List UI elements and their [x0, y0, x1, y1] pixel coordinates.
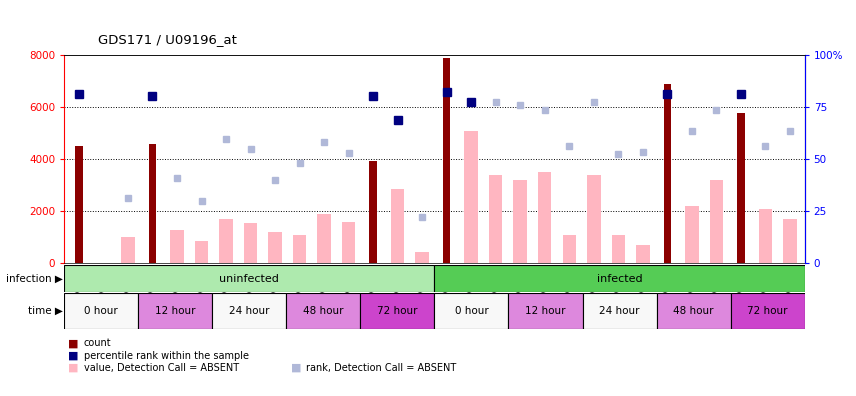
Bar [219, 219, 233, 263]
Bar [75, 147, 83, 263]
Text: value, Detection Call = ABSENT: value, Detection Call = ABSENT [84, 363, 239, 373]
Bar [636, 245, 650, 263]
Text: GDS171 / U09196_at: GDS171 / U09196_at [98, 32, 237, 46]
Bar [758, 209, 772, 263]
Bar [514, 180, 527, 263]
Text: infection ▶: infection ▶ [6, 274, 62, 284]
Bar [663, 84, 671, 263]
Bar [64, 293, 138, 329]
Bar [244, 223, 258, 263]
Bar [434, 293, 508, 329]
Bar [611, 235, 625, 263]
Bar [391, 189, 404, 263]
Bar [268, 232, 282, 263]
Bar [489, 175, 502, 263]
Bar [710, 180, 723, 263]
Bar [465, 131, 478, 263]
Bar [342, 222, 355, 263]
Bar [582, 293, 657, 329]
Bar [170, 230, 184, 263]
Text: uninfected: uninfected [219, 274, 279, 284]
Bar [360, 293, 434, 329]
Bar [293, 235, 306, 263]
Text: 12 hour: 12 hour [526, 306, 566, 316]
Bar [64, 265, 434, 292]
Bar [318, 214, 330, 263]
Bar [657, 293, 730, 329]
Text: 12 hour: 12 hour [155, 306, 195, 316]
Text: 0 hour: 0 hour [85, 306, 118, 316]
Text: ■: ■ [68, 350, 79, 361]
Bar [415, 251, 429, 263]
Bar [783, 219, 797, 263]
Bar [737, 112, 745, 263]
Text: ■: ■ [291, 363, 301, 373]
Bar [122, 237, 134, 263]
Bar [212, 293, 286, 329]
Text: time ▶: time ▶ [27, 306, 62, 316]
Bar [508, 293, 582, 329]
Text: ■: ■ [68, 363, 79, 373]
Text: percentile rank within the sample: percentile rank within the sample [84, 350, 249, 361]
Text: 0 hour: 0 hour [455, 306, 488, 316]
Bar [138, 293, 212, 329]
Text: 24 hour: 24 hour [599, 306, 639, 316]
Bar [286, 293, 360, 329]
Text: 72 hour: 72 hour [747, 306, 788, 316]
Text: infected: infected [597, 274, 642, 284]
Bar [443, 58, 450, 263]
Text: 48 hour: 48 hour [303, 306, 343, 316]
Bar [149, 144, 156, 263]
Text: 72 hour: 72 hour [377, 306, 418, 316]
Bar [730, 293, 805, 329]
Bar [434, 265, 805, 292]
Bar [562, 235, 576, 263]
Bar [538, 172, 551, 263]
Text: 24 hour: 24 hour [229, 306, 270, 316]
Bar [587, 175, 601, 263]
Bar [685, 206, 698, 263]
Bar [195, 241, 208, 263]
Text: count: count [84, 338, 111, 348]
Text: 48 hour: 48 hour [674, 306, 714, 316]
Text: rank, Detection Call = ABSENT: rank, Detection Call = ABSENT [306, 363, 457, 373]
Bar [370, 161, 377, 263]
Text: ■: ■ [68, 338, 79, 348]
